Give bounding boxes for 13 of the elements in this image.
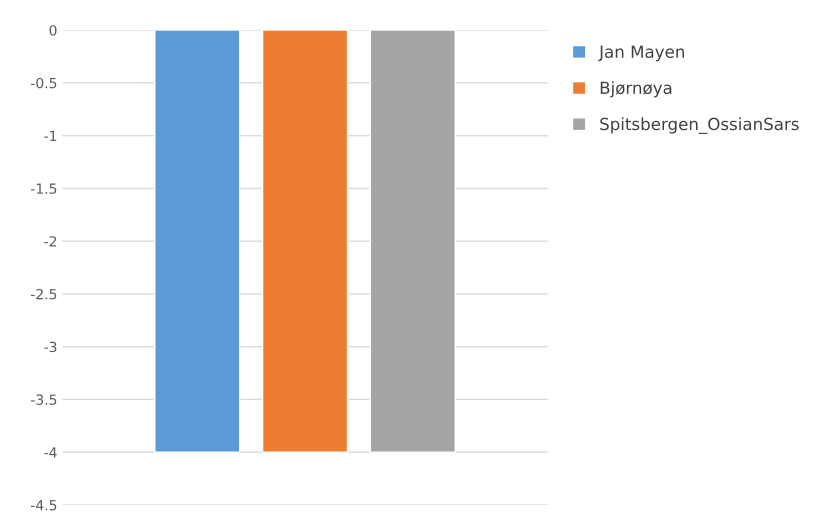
y-tick-label: -3 [44,342,56,352]
legend-label: Spitsbergen_OssianSars [600,117,799,134]
y-tick-label: -4.5 [31,500,56,510]
y-tick-label: -1 [44,130,56,141]
y-tick-label: -4 [44,447,57,458]
y-tick-label: -3.5 [31,394,56,405]
y-tick-label: -2.5 [31,288,56,300]
y-tick-label: -2 [44,236,56,246]
y-tick-label: -0.5 [31,78,56,88]
y-tick-label: -1.5 [31,184,56,194]
y-tick-label: 0 [50,25,57,36]
legend-label: Jan Mayen [598,46,684,62]
legend-label: Bjørnøya [600,81,672,98]
